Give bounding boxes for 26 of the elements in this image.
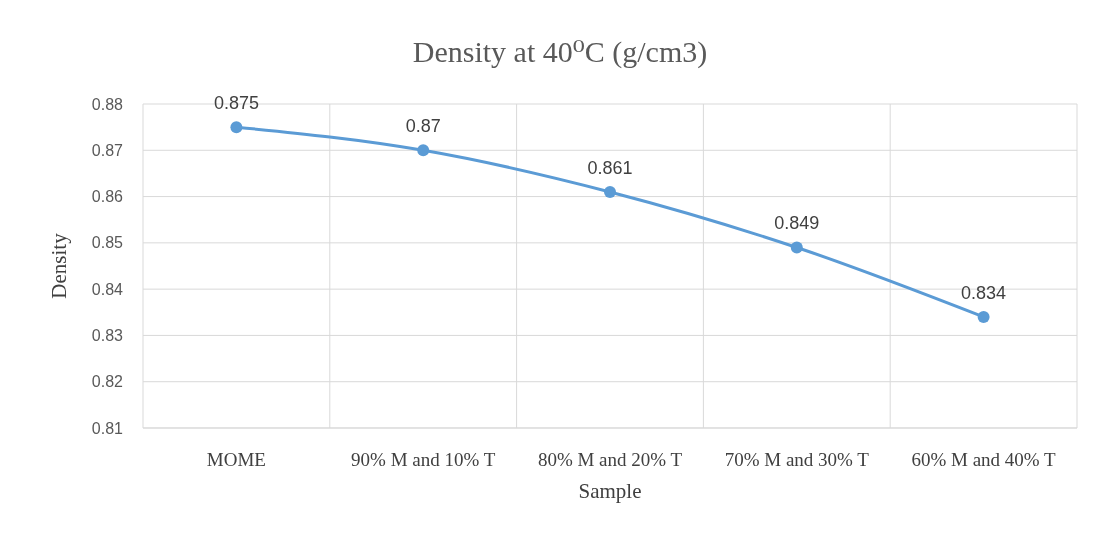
point (230, 121, 243, 134)
x-tick-label: 90% M and 10% T (351, 449, 496, 470)
y-tick-label: 0.81 (91, 419, 124, 437)
x-tick-label: 80% M and 20% T (537, 449, 683, 470)
y-tick-label: 0.88 (91, 95, 124, 113)
data-label: 0.849 (774, 213, 820, 234)
y-tick-label: 0.86 (91, 188, 124, 206)
data-label: 0.875 (213, 93, 259, 114)
y-tick-label: 0.84 (91, 280, 124, 298)
y-tick-label: 0.87 (91, 141, 124, 159)
y-tick-label: 0.82 (91, 373, 124, 391)
x-tick-label: 70% M and 30% T (724, 449, 870, 470)
point (977, 310, 990, 323)
y-axis-title: Density (47, 232, 71, 299)
x-tick-label: 60% M and 40% T (911, 449, 1057, 470)
y-tick-label: 0.83 (91, 327, 124, 345)
point (790, 241, 803, 254)
point (604, 185, 616, 198)
y-tick-label: 0.85 (91, 234, 124, 252)
point (417, 144, 430, 157)
data-label: 0.861 (587, 157, 633, 178)
data-label: 0.87 (405, 116, 441, 137)
x-tick-label: MOME (206, 449, 266, 470)
data-label: 0.834 (961, 282, 1007, 303)
x-axis-title: Sample (578, 479, 642, 503)
chart-title: Density at 40⁰C (g/cm3) (412, 35, 708, 69)
